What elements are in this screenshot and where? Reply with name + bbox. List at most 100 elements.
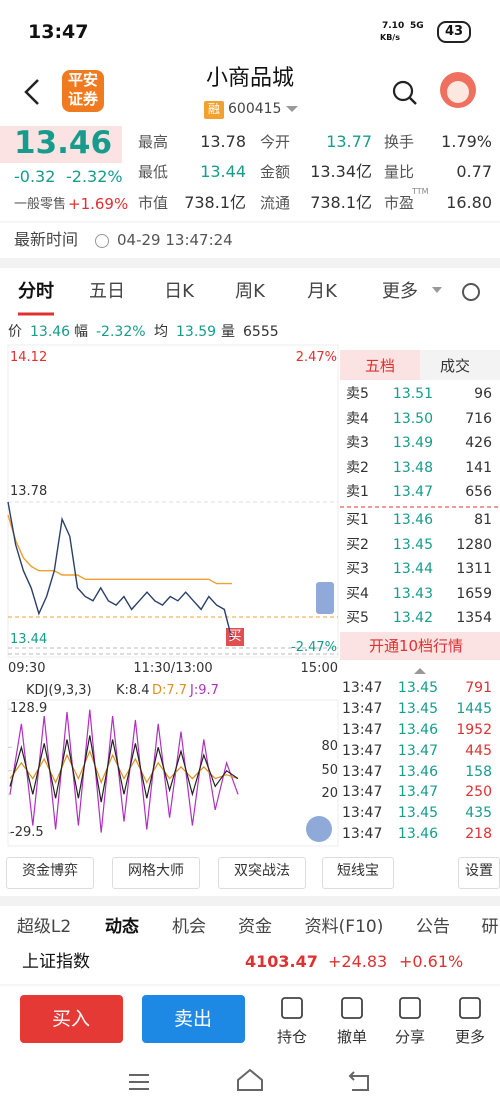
action-label[interactable]: 分享	[394, 1027, 426, 1046]
avatar	[447, 81, 469, 103]
chart-tab[interactable]: 周K	[235, 281, 265, 303]
buy-button[interactable]	[20, 995, 123, 1043]
bid-volume: 1311	[456, 561, 492, 578]
sector-change: +1.69%	[68, 194, 129, 213]
info-label: 幅	[74, 324, 88, 341]
tool-button[interactable]	[6, 857, 94, 889]
upgrade-link[interactable]: 开通10档行情	[368, 636, 464, 655]
trade-time: 13:47	[342, 680, 383, 697]
trade-time: 13:47	[342, 701, 383, 718]
tool-label[interactable]: 双突战法	[234, 863, 290, 880]
tool-label[interactable]: 网格大师	[128, 863, 184, 880]
back-icon[interactable]	[24, 79, 39, 105]
info-tab[interactable]: 资料(F10)	[304, 916, 384, 937]
info-tab[interactable]: 机会	[172, 916, 206, 937]
chart-tab[interactable]: 日K	[164, 281, 194, 303]
time-label: 最新时间	[14, 230, 79, 250]
trade-price: 13.47	[397, 742, 438, 759]
buy-marker: 买	[228, 628, 242, 644]
tool-button[interactable]	[112, 857, 200, 889]
bid-price: 13.42	[392, 610, 433, 627]
bid-volume: 81	[474, 512, 492, 529]
price-change-pct: -2.32%	[66, 167, 123, 187]
trade-volume: 445	[465, 742, 492, 759]
nav-home[interactable]	[237, 1068, 263, 1091]
bid-price: 13.45	[392, 536, 433, 553]
stat-label: 换手	[384, 132, 415, 151]
code-arrow	[286, 106, 298, 112]
chart-tab[interactable]: 分时	[18, 281, 54, 303]
nav-menu[interactable]	[129, 1074, 149, 1090]
action-label[interactable]: 持仓	[276, 1027, 308, 1046]
kdj-tick-label: 20	[321, 786, 338, 802]
tag-bg	[204, 101, 224, 119]
tool-button[interactable]	[218, 857, 306, 889]
tool-label[interactable]: 短线宝	[337, 863, 379, 880]
nav-back[interactable]	[348, 1071, 369, 1091]
pct-label: 2.47%	[295, 349, 337, 365]
trade-price: 13.45	[397, 701, 438, 718]
broker-logo	[62, 70, 104, 112]
stock-code: 600415	[228, 101, 282, 118]
kdj-tick-label: 80	[321, 739, 338, 755]
info-tab[interactable]: 资金	[238, 916, 272, 937]
action-icon	[281, 997, 303, 1019]
ask-volume: 426	[465, 435, 492, 452]
trade-price: 13.46	[397, 721, 438, 738]
action-label[interactable]: 撤单	[336, 1027, 368, 1046]
buy-label[interactable]: 买入	[51, 1007, 91, 1030]
search-icon[interactable]	[392, 80, 414, 102]
trade-price: 13.47	[397, 784, 438, 801]
trade-volume: 250	[465, 784, 492, 801]
info-icon[interactable]	[95, 234, 109, 248]
info-tab[interactable]: 超级L2	[16, 916, 72, 937]
kdj-title: KDJ(9,3,3)	[26, 682, 92, 698]
stock-title: 小商品城	[205, 65, 295, 91]
info-tab[interactable]: 研	[481, 916, 499, 937]
chart-tab[interactable]: 更多	[382, 281, 418, 303]
zoom-button[interactable]	[306, 816, 332, 842]
info-tab[interactable]: 公告	[416, 916, 450, 937]
action-icon	[399, 997, 421, 1019]
stat-label: 金额	[260, 162, 291, 181]
settings-icon[interactable]	[462, 283, 480, 301]
sell-label[interactable]: 卖出	[173, 1007, 213, 1030]
action-icon	[459, 997, 481, 1019]
trade-volume: 435	[465, 805, 492, 822]
index-value: 4103.47	[245, 952, 318, 972]
book-tab[interactable]: 五档	[364, 356, 396, 375]
chart-tab[interactable]: 五日	[89, 281, 125, 303]
ask-price: 13.50	[392, 410, 433, 427]
tool-label[interactable]: 资金博弈	[22, 863, 78, 880]
book-tab[interactable]: 成交	[439, 356, 471, 375]
chart-tab[interactable]: 月K	[307, 281, 337, 303]
tool-button[interactable]	[322, 857, 394, 889]
trade-volume: 218	[465, 825, 492, 842]
gap	[0, 258, 500, 268]
stat-value: 13.78	[200, 132, 246, 152]
action-label[interactable]: 更多	[454, 1027, 486, 1046]
x-tick-label: 11:30/13:00	[133, 660, 213, 676]
average-line	[7, 514, 232, 585]
y-tick-label: 13.78	[10, 483, 48, 499]
stat-value: 1.79%	[441, 132, 492, 152]
trade-time: 13:47	[342, 805, 383, 822]
trade-price: 13.45	[397, 680, 438, 697]
book-tab-bg	[420, 350, 500, 380]
last-price: 13.46	[14, 124, 113, 161]
bid-volume: 1354	[456, 610, 492, 627]
gap	[0, 896, 500, 906]
info-tab[interactable]: 动态	[105, 916, 139, 937]
sell-button[interactable]	[142, 995, 245, 1043]
index-change: +24.83	[328, 952, 388, 972]
stat-value: 13.34亿	[310, 162, 372, 182]
info-value: -2.32%	[96, 324, 146, 341]
tool-label[interactable]: 设置	[465, 863, 493, 880]
index-pct: +0.61%	[399, 952, 464, 972]
bid-label: 买1	[346, 512, 369, 529]
stat-label: 最低	[138, 162, 169, 181]
expand-button[interactable]	[316, 582, 334, 614]
trade-time: 13:47	[342, 825, 383, 842]
battery	[437, 21, 471, 43]
